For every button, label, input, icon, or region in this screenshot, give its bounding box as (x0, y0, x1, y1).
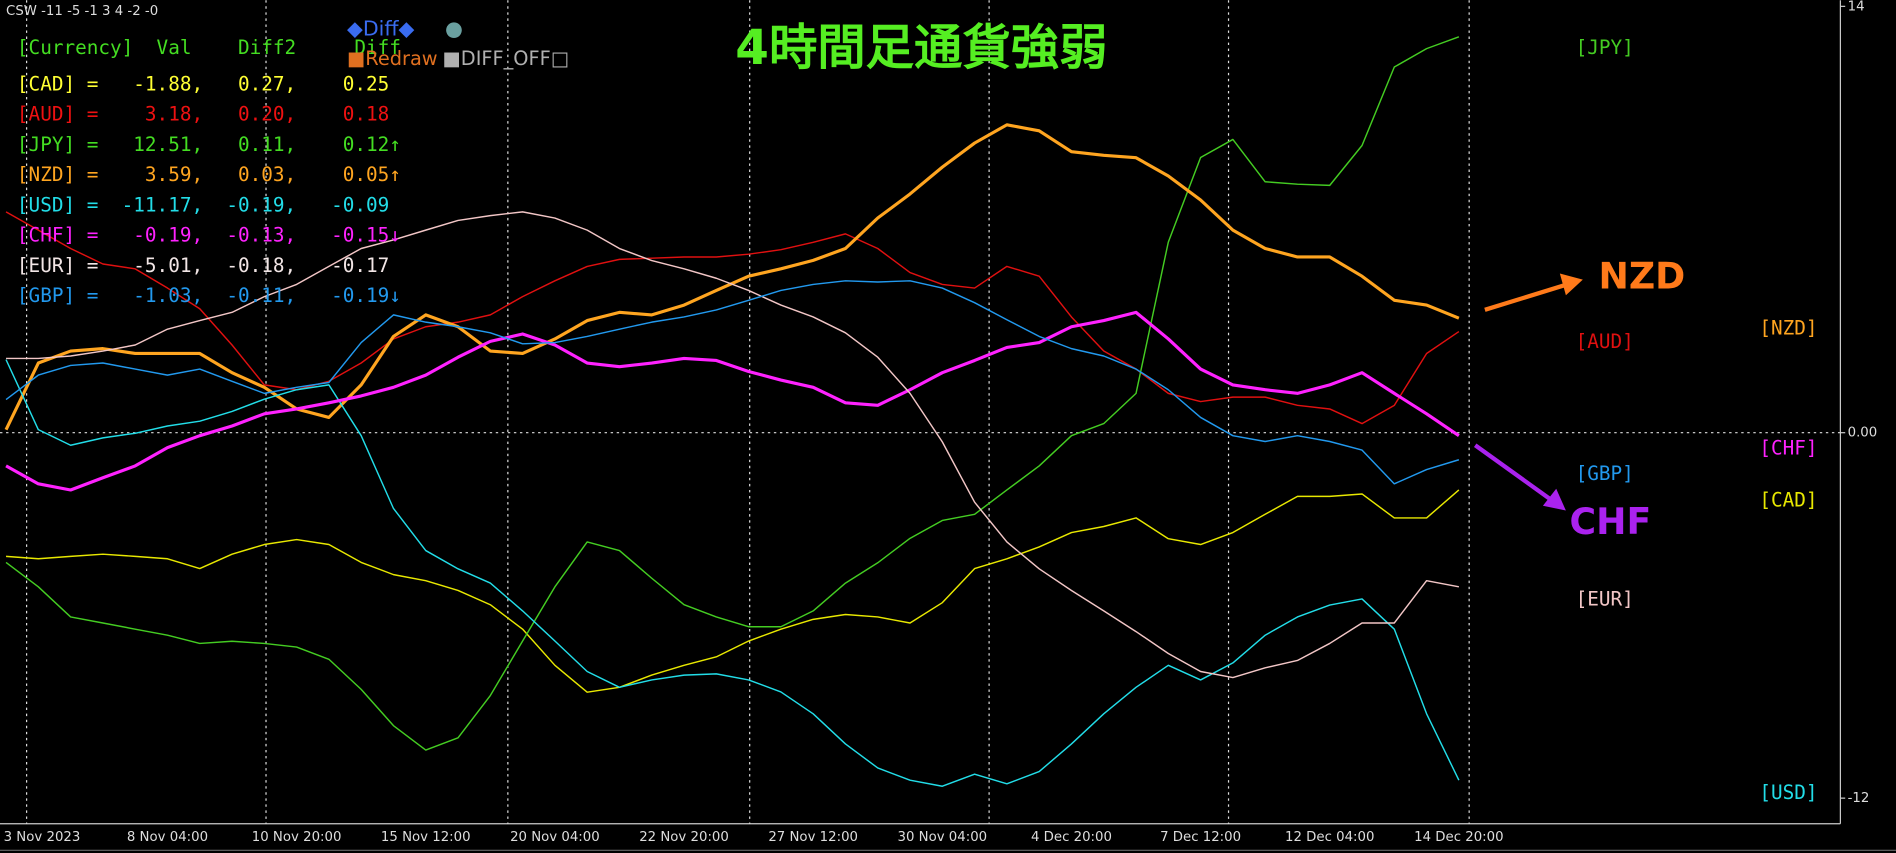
legend-label: [JPY] (1576, 36, 1634, 59)
arrow-head (1542, 488, 1566, 511)
panel-row: [CHF] = -0.19, -0.13, -0.15↓ (17, 224, 401, 247)
legend-label: [GBP] (1576, 462, 1634, 485)
annotation: NZD (1599, 254, 1686, 297)
series-line (4, 123, 1460, 431)
series-line (5, 280, 1460, 485)
series-line (5, 36, 1460, 751)
panel-row: [AUD] = 3.18, 0.20, 0.18 (17, 103, 389, 126)
x-tick-label: 22 Nov 20:00 (639, 830, 729, 845)
panel-row: [CAD] = -1.88, 0.27, 0.25 (17, 72, 389, 95)
button[interactable]: ■Redraw (347, 47, 438, 70)
arrow-shaft (1473, 443, 1554, 503)
annotation: CHF (1570, 500, 1652, 543)
nzd-arrow (1484, 273, 1583, 312)
arrow-head (1559, 273, 1583, 296)
x-tick-label: 15 Nov 12:00 (381, 830, 471, 845)
x-tick-label: 4 Dec 20:00 (1031, 830, 1112, 845)
y-tick-label: 14 (1848, 0, 1865, 14)
series-line (5, 211, 1460, 425)
x-tick-label: 14 Dec 20:00 (1414, 830, 1503, 845)
x-tick-label: 27 Nov 12:00 (768, 830, 858, 845)
x-tick-label: 30 Nov 04:00 (897, 830, 987, 845)
panel-row: [USD] = -11.17, -0.19, -0.09 (17, 193, 389, 216)
series-line (5, 489, 1460, 693)
arrow-shaft (1484, 282, 1568, 312)
y-tick-label: -12 (1848, 791, 1870, 806)
chart-title: 4時間足通貨強弱 (735, 20, 1107, 76)
series-line (5, 359, 1460, 787)
x-tick-label: 12 Dec 04:00 (1285, 830, 1374, 845)
x-tick-label: 7 Dec 12:00 (1160, 830, 1241, 845)
chf-arrow (1473, 443, 1566, 511)
panel-row: [NZD] = 3.59, 0.03, 0.05↑ (17, 163, 401, 186)
indicator-header: CSW -11 -5 -1 3 4 -2 -0 (6, 4, 158, 19)
legend-label: [CAD] (1759, 488, 1817, 511)
legend-label: [AUD] (1576, 330, 1634, 353)
panel-row: [JPY] = 12.51, 0.11, 0.12↑ (17, 133, 401, 156)
legend-label: [CHF] (1759, 436, 1817, 459)
panel-row: [EUR] = -5.01, -0.18, -0.17 (17, 254, 389, 277)
button[interactable]: ◆Diff◆ (347, 16, 414, 40)
series-line (5, 310, 1460, 492)
legend-label: [NZD] (1759, 317, 1817, 340)
x-tick-label: 20 Nov 04:00 (510, 830, 600, 845)
panel-header: [Currency] Val Diff2 Diff (17, 36, 401, 59)
x-tick-label: 10 Nov 20:00 (252, 830, 342, 845)
panel-row: [GBP] = -1.03, -0.11, -0.19↓ (17, 284, 401, 307)
legend-label: [USD] (1759, 781, 1817, 804)
button[interactable]: ● (445, 16, 463, 40)
series-line (6, 211, 1460, 679)
x-tick-label: 8 Nov 04:00 (127, 830, 208, 845)
x-tick-label: 3 Nov 2023 (4, 830, 81, 845)
y-tick-label: 0.00 (1848, 426, 1878, 441)
button[interactable]: ■DIFF_OFF□ (443, 47, 569, 70)
legend-label: [EUR] (1576, 588, 1634, 611)
